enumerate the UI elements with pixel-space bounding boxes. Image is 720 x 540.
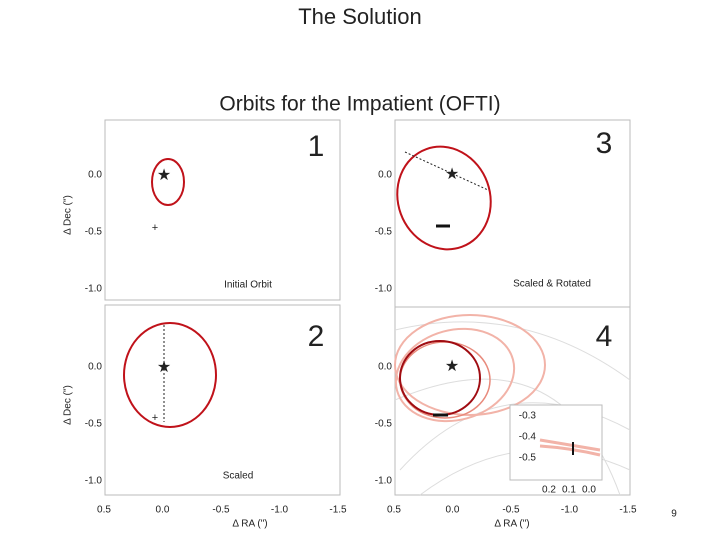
svg-text:★: ★ bbox=[157, 359, 171, 376]
panel-label: Scaled & Rotated bbox=[513, 279, 591, 290]
inset-y-tick-label: -0.5 bbox=[519, 453, 537, 464]
x-tick-label: -0.5 bbox=[502, 505, 520, 516]
x-tick-label: -1.0 bbox=[271, 505, 289, 516]
y-tick-label: -1.0 bbox=[85, 284, 103, 295]
panel-number: 4 bbox=[596, 320, 613, 353]
inset-x-tick-label: 0.1 bbox=[562, 485, 576, 496]
panel-label: Scaled bbox=[223, 471, 254, 482]
y-axis-label: Δ Dec (") bbox=[63, 195, 74, 235]
y-tick-label: -1.0 bbox=[85, 476, 103, 487]
inset-x-tick-label: 0.2 bbox=[542, 485, 556, 496]
svg-text:+: + bbox=[152, 222, 158, 234]
svg-text:★: ★ bbox=[445, 358, 459, 375]
orbit-2: ★ + bbox=[123, 322, 217, 428]
page-number: 9 bbox=[671, 509, 677, 520]
svg-text:+: + bbox=[152, 412, 158, 424]
x-tick-label: 0.0 bbox=[156, 505, 170, 516]
frames bbox=[104, 119, 631, 496]
y-tick-label: 0.0 bbox=[88, 170, 102, 181]
inset-y-tick-label: -0.4 bbox=[519, 432, 537, 443]
svg-text:★: ★ bbox=[157, 167, 171, 184]
panel-number: 3 bbox=[596, 127, 613, 160]
y-tick-label: 0.0 bbox=[88, 362, 102, 373]
panel-label: Initial Orbit bbox=[224, 280, 272, 291]
x-axis-label: Δ RA (") bbox=[232, 519, 267, 530]
y-tick-label: 0.0 bbox=[378, 362, 392, 373]
y-tick-label: -1.0 bbox=[375, 284, 393, 295]
x-tick-label: -1.5 bbox=[619, 505, 637, 516]
orbit-3: ★ bbox=[396, 145, 492, 251]
y-axis-label: Δ Dec (") bbox=[63, 385, 74, 425]
y-tick-label: 0.0 bbox=[378, 170, 392, 181]
svg-text:★: ★ bbox=[445, 166, 459, 183]
panel-number: 2 bbox=[308, 320, 325, 353]
x-axis-label: Δ RA (") bbox=[494, 519, 529, 530]
x-tick-label: -1.5 bbox=[329, 505, 347, 516]
figure-title: Orbits for the Impatient (OFTI) bbox=[219, 93, 500, 116]
x-tick-label: 0.5 bbox=[97, 505, 111, 516]
y-tick-label: -1.0 bbox=[375, 476, 393, 487]
orbit-4: ★ bbox=[394, 314, 631, 496]
slide-title: The Solution bbox=[298, 4, 422, 29]
y-tick-label: -0.5 bbox=[85, 227, 103, 238]
x-tick-label: -1.0 bbox=[561, 505, 579, 516]
x-tick-label: 0.0 bbox=[446, 505, 460, 516]
orbit-1: ★ + bbox=[151, 158, 185, 234]
y-tick-label: -0.5 bbox=[375, 227, 393, 238]
x-tick-label: 0.5 bbox=[387, 505, 401, 516]
labels: 1 Initial Orbit 0.0 -0.5 -1.0 2 Scaled 0.0 -0.5 -… bbox=[63, 127, 637, 530]
panel-number: 1 bbox=[308, 130, 325, 163]
x-tick-label: -0.5 bbox=[212, 505, 230, 516]
y-tick-label: -0.5 bbox=[375, 419, 393, 430]
inset-x-tick-label: 0.0 bbox=[582, 485, 596, 496]
y-tick-label: -0.5 bbox=[85, 419, 103, 430]
inset-y-tick-label: -0.3 bbox=[519, 411, 537, 422]
